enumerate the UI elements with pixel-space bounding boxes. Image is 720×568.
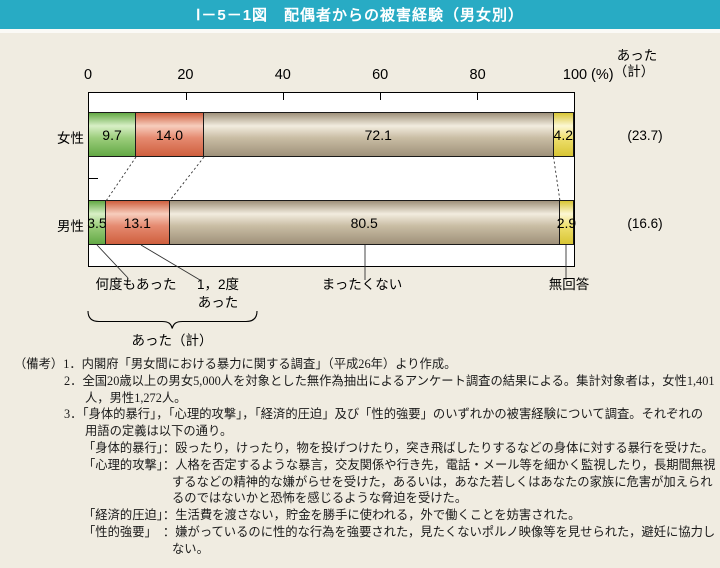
bar-segment-women-no-answer: 4.2 [554,112,574,157]
bar-segment-men-none: 80.5 [169,200,560,245]
bar-segment-women-once-twice: 14.0 [136,112,204,157]
axis-tick-label: 80 [469,67,486,83]
row-label-women: 女性 [57,131,84,146]
legend-label-once-twice-line2: あった [197,294,239,310]
legend-label-none: まったくない [321,277,403,292]
bar-segment-value: 14.0 [155,126,184,143]
total-value-men: (16.6) [627,216,663,231]
row-label-men: 男性 [57,219,84,234]
legend-label-once-twice: 1，2度 あった [197,276,239,311]
brace-label-atta-kei: あった（計） [131,333,213,348]
bar-segment-women-many-times: 9.7 [89,112,137,157]
plot-area: 9.7 14.0 72.1 4.2 3.5 13.1 80.5 2.9 [87,92,577,267]
plot-top-tick [186,93,187,100]
legend-label-many-times: 何度もあった [95,277,177,292]
total-column-header-line1: あった [616,48,658,63]
plot-top-tick [283,93,284,100]
note-line: ない。 [172,541,209,556]
bar-segment-men-many-times: 3.5 [87,200,107,245]
note-line: 「経済的圧迫」：生活費を渡さない，貯金を勝手に使われる，外で働くことを妨害された… [83,508,581,523]
axis-tick-label: 40 [274,67,291,83]
axis-tick-label: 60 [372,67,389,83]
note-line: 「性的強要」 ：嫌がっているのに性的な行為を強要された，見たくないポルノ映像等を… [83,524,716,539]
axis-tick-label: 0 [83,67,93,83]
notes: （備考）1．内閣府「男女間における暴力に関する調査」（平成26年）より作成。 2．… [0,356,720,558]
note-line: するなどの精神的な嫌がらせを受けた，あるいは，あなた若しくはあなたの家族に危害が… [172,474,713,489]
bar-segment-value: 4.2 [553,126,573,143]
brace-atta-kei [87,310,258,329]
axis-tick-label: 100 [562,67,588,83]
legend-label-once-twice-line1: 1，2度 [196,277,240,292]
plot-top-tick [380,93,381,100]
note-line: 2．全国20歳以上の男女5,000人を対象とした無作為抽出によるアンケート調査の… [64,373,715,388]
axis-tick-label: 20 [177,67,194,83]
bar-segment-value: 72.1 [364,126,392,143]
note-line: 「身体的暴行」：殴ったり，けったり，物を投げつけたり，突き飛ばしたりするなどの身… [83,440,714,455]
note-line: 人，男性1,272人。 [85,390,187,405]
stacked-bar-men: 3.5 13.1 80.5 2.9 [87,200,577,245]
total-column-header-line2: （計） [613,64,655,79]
bar-segment-value: 13.1 [123,214,151,231]
title-separator [0,29,720,33]
figure-title: Ⅰ－5－1図 配偶者からの被害経験（男女別） [195,7,525,24]
bar-segment-value: 9.7 [102,126,122,143]
figure-title-bar: Ⅰ－5－1図 配偶者からの被害経験（男女別） [0,0,720,29]
bar-segment-men-once-twice: 13.1 [105,200,170,245]
bar-segment-value: 80.5 [350,214,378,231]
bar-segment-men-no-answer: 2.9 [556,200,577,245]
total-value-women: (23.7) [627,128,663,143]
bar-segment-women-none: 72.1 [203,112,554,157]
note-line: るのではないかと恐怖を感じるような脅迫を受けた。 [172,491,468,506]
plot-top-tick [477,93,478,100]
stacked-bar-women: 9.7 14.0 72.1 4.2 [89,112,574,157]
note-line: 「心理的攻撃」：人格を否定するような暴言，交友関係や行き先，電話・メール等を細か… [83,457,716,472]
bar-segment-value: 2.9 [556,214,577,231]
category-axis-tick [89,178,98,179]
bar-segment-value: 3.5 [87,214,107,231]
note-line: （備考）1．内閣府「男女間における暴力に関する調査」（平成26年）より作成。 [14,357,457,371]
note-line: 3．「身体的暴行」，「心理的攻撃」，「経済的圧迫」及び「性的強要」のいずれかの被… [64,407,704,422]
note-line: 用語の定義は以下の通り。 [85,424,233,439]
legend-label-no-answer: 無回答 [548,277,590,292]
axis-unit-label: (%) [591,67,614,83]
